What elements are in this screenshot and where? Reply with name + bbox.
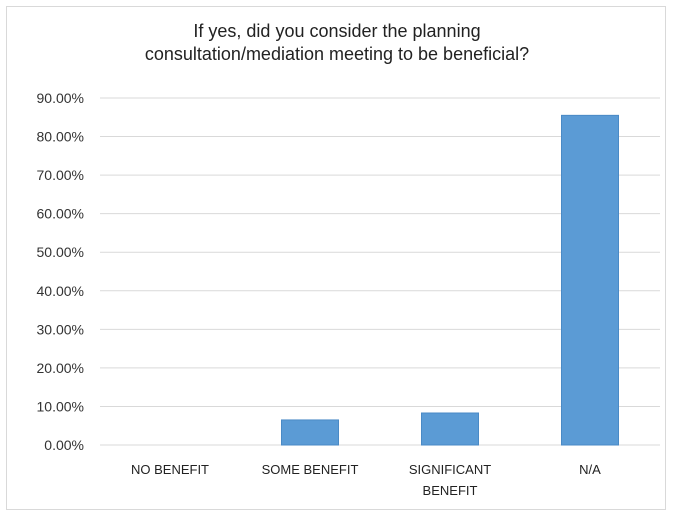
bar [421, 412, 479, 446]
x-category-label: NO BENEFIT [131, 462, 209, 477]
y-axis-tick-labels: 0.00% 10.00% 20.00% 30.00% 40.00% 50.00% 60.00… [37, 90, 84, 453]
y-tick-label: 0.00% [44, 437, 84, 453]
chart-title-line-1: If yes, did you consider the planning [193, 21, 481, 41]
y-tick-label: 60.00% [37, 206, 84, 222]
y-tick-label: 80.00% [37, 129, 84, 145]
x-axis-category-labels: NO BENEFIT SOME BENEFIT SIGNIFICANT BENEFIT… [131, 462, 601, 498]
y-tick-label: 70.00% [37, 167, 84, 183]
x-category-label: BENEFIT [423, 483, 478, 498]
y-tick-label: 20.00% [37, 360, 84, 376]
chart-title-line-2: consultation/mediation meeting to be ben… [144, 44, 530, 64]
bar [281, 419, 339, 446]
y-tick-label: 40.00% [37, 283, 84, 299]
y-tick-label: 50.00% [37, 244, 84, 260]
y-tick-label: 90.00% [37, 90, 84, 106]
bar-layer [281, 114, 619, 446]
y-tick-label: 30.00% [37, 321, 84, 337]
bar [561, 114, 619, 446]
x-category-label: SIGNIFICANT [409, 462, 491, 477]
x-category-label: SOME BENEFIT [262, 462, 359, 477]
y-tick-label: 10.00% [37, 398, 84, 414]
chart-title: If yes, did you consider the planning co… [0, 20, 674, 66]
x-category-label: N/A [579, 462, 601, 477]
